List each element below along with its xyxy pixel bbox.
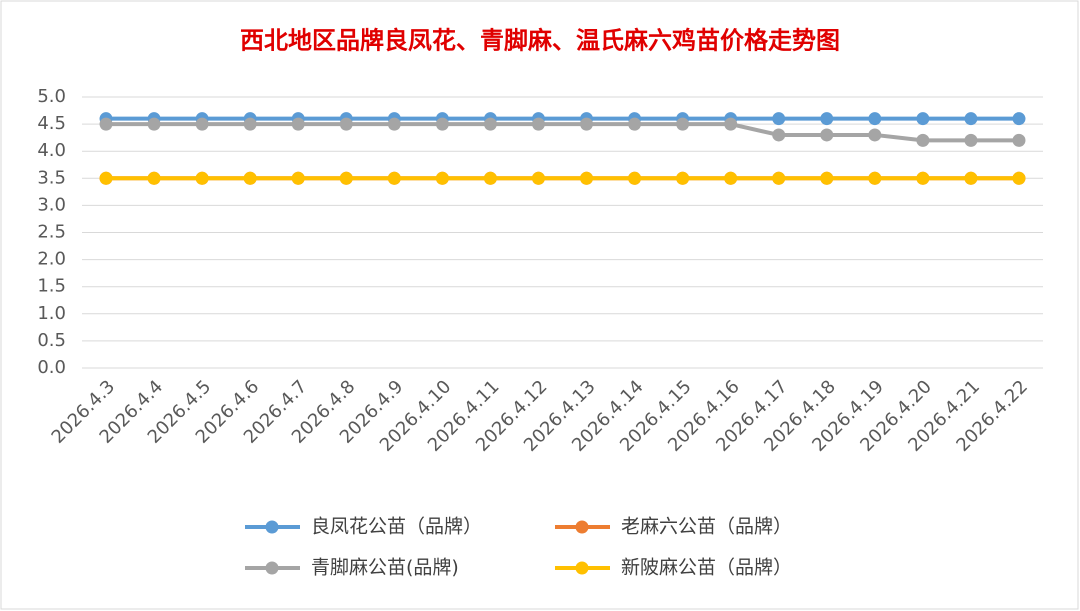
point <box>772 171 786 185</box>
point <box>387 171 401 185</box>
point <box>724 117 738 131</box>
point <box>339 171 353 185</box>
point <box>435 117 449 131</box>
point <box>483 171 497 185</box>
point <box>628 171 642 185</box>
y-tick-label: 3.5 <box>37 167 66 188</box>
point <box>483 117 497 131</box>
point <box>916 112 930 126</box>
legend-label: 良凤花公苗（品牌） <box>311 516 482 538</box>
point <box>195 171 209 185</box>
point <box>531 117 545 131</box>
legend-label: 老麻六公苗（品牌） <box>621 516 792 538</box>
y-tick-label: 4.5 <box>37 113 66 134</box>
point <box>676 171 690 185</box>
y-tick-label: 2.0 <box>37 249 66 270</box>
point <box>99 171 113 185</box>
point <box>339 117 353 131</box>
point <box>772 128 786 142</box>
point <box>1012 112 1026 126</box>
point <box>676 117 690 131</box>
y-tick-label: 2.5 <box>37 222 66 243</box>
point <box>820 112 834 126</box>
point <box>868 112 882 126</box>
point <box>147 117 161 131</box>
point <box>243 117 257 131</box>
point <box>147 171 161 185</box>
point <box>195 117 209 131</box>
point <box>628 117 642 131</box>
point <box>916 171 930 185</box>
point <box>964 133 978 147</box>
point <box>243 171 257 185</box>
legend-marker <box>575 561 589 575</box>
legend-label: 新陂麻公苗（品牌） <box>621 557 792 579</box>
series-line <box>106 122 1019 143</box>
point <box>291 171 305 185</box>
point <box>531 171 545 185</box>
point <box>1012 171 1026 185</box>
point <box>964 112 978 126</box>
point <box>1012 133 1026 147</box>
legend-label: 青脚麻公苗(品牌) <box>311 557 459 579</box>
point <box>868 171 882 185</box>
y-tick-label: 1.0 <box>37 303 66 324</box>
point <box>916 133 930 147</box>
y-tick-label: 1.5 <box>37 276 66 297</box>
y-tick-label: 0.0 <box>37 357 66 378</box>
point <box>820 128 834 142</box>
point <box>580 171 594 185</box>
point <box>580 117 594 131</box>
point <box>387 117 401 131</box>
point <box>724 171 738 185</box>
point <box>435 171 449 185</box>
chart-title: 西北地区品牌良凤花、青脚麻、温氏麻六鸡苗价格走势图 <box>240 26 840 55</box>
legend-marker <box>265 561 279 575</box>
point <box>820 171 834 185</box>
legend-marker <box>265 520 279 534</box>
legend-marker <box>575 520 589 534</box>
y-tick-label: 4.0 <box>37 140 66 161</box>
y-tick-label: 5.0 <box>37 86 66 107</box>
point <box>99 117 113 131</box>
point <box>772 112 786 126</box>
y-tick-label: 3.0 <box>37 194 66 215</box>
point <box>964 171 978 185</box>
y-tick-label: 0.5 <box>37 330 66 351</box>
point <box>868 128 882 142</box>
point <box>291 117 305 131</box>
